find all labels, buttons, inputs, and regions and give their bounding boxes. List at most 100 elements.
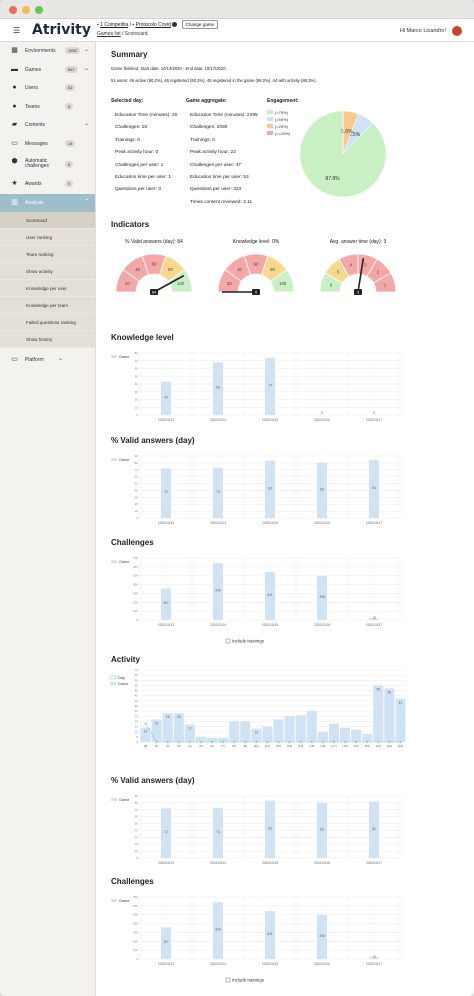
sidebar-subitem-knowledge-per-team[interactable]: Knowledge per team xyxy=(0,297,95,314)
chevron-icon[interactable]: ⌄ xyxy=(84,47,90,53)
sidebar-item-games[interactable]: ▬ Games 567 ⌄ xyxy=(0,61,95,80)
chevron-icon[interactable]: ⌃ xyxy=(84,198,90,205)
pie-label: 6.5% xyxy=(349,132,361,138)
sidebar-subitem-show-activity[interactable]: Show activity xyxy=(0,263,95,280)
app-logo[interactable]: Atrivity xyxy=(32,22,91,38)
y-tick-label: 700 xyxy=(133,895,138,899)
legend-label: (>75%) xyxy=(275,110,289,115)
bar-value-label: 73 xyxy=(216,490,220,494)
breadcrumb-competition-link[interactable]: 1 Competitia xyxy=(100,22,129,28)
sidebar-item-teams[interactable]: ● Teams 0 xyxy=(0,98,95,117)
chart-title: Challenges xyxy=(111,538,154,547)
avatar[interactable] xyxy=(452,26,462,36)
y-tick-label: 200 xyxy=(133,939,138,943)
chart-bar xyxy=(373,685,384,742)
include-trainings-checkbox[interactable] xyxy=(225,977,231,983)
sidebar-item-awards[interactable]: ★ Awards 0 xyxy=(0,175,95,194)
y-tick-label: 40 xyxy=(135,828,139,832)
y-tick-label: 30 xyxy=(135,390,139,394)
count-badge: 14 xyxy=(65,139,76,147)
y-tick-label: 60 xyxy=(135,475,139,479)
minimize-window-button[interactable] xyxy=(22,6,30,14)
sidebar-item-platform[interactable]: ▭ Platform ⌄ xyxy=(0,351,95,370)
sidebar-subitem-user-ranking[interactable]: User ranking xyxy=(0,229,95,246)
sidebar-item-contents[interactable]: ▰ Contents ⌄ xyxy=(0,116,95,135)
activity-chart: ActivityDayGame0510152025303540455055606… xyxy=(109,655,406,748)
breadcrumb-game-link[interactable]: Protocolo Covid xyxy=(135,22,171,28)
sidebar-subitem-show-history[interactable]: Show history xyxy=(0,331,95,348)
day-series-point xyxy=(244,741,247,743)
gauge-band xyxy=(373,272,397,293)
breadcrumb: ▪ 1 Competitia / ▪ Protocolo Covid Chang… xyxy=(97,20,218,29)
x-tick-label: [14] xyxy=(298,744,303,748)
y-tick-label: 90 xyxy=(135,794,139,798)
bar-value-label: 28 xyxy=(166,715,170,719)
bar-value-label: 68 xyxy=(216,386,220,390)
stat-line: Trainings: 0 xyxy=(115,137,140,143)
chart-bar xyxy=(265,800,275,858)
sidebar-subitem-knowledge-per-user[interactable]: Knowledge per user xyxy=(0,280,95,297)
y-tick-label: 70 xyxy=(135,668,139,672)
chart-bar xyxy=(161,588,171,620)
x-tick-label: [17] xyxy=(331,744,336,748)
day-series-point xyxy=(321,741,324,743)
sidebar-item-environments[interactable]: ▦ Environments 1952 ⌄ xyxy=(0,42,95,61)
y-tick-label: 30 xyxy=(135,709,139,713)
sidebar: ▦ Environments 1952 ⌄ ▬ Games 567 ⌄ ● Users 52 ● Tea… xyxy=(0,42,96,996)
summary-dates: Game finished. Start date: 10/13/2020 - … xyxy=(111,66,226,71)
x-tick-label: 2020/10/14 xyxy=(210,418,226,422)
chevron-icon[interactable]: ⌄ xyxy=(84,121,90,127)
gauge-value: 3 xyxy=(357,291,359,295)
y-tick-label: 30 xyxy=(135,835,139,839)
y-tick-label: 700 xyxy=(133,556,138,560)
chart-bar xyxy=(195,736,206,742)
maximize-window-button[interactable] xyxy=(35,6,43,14)
sidebar-item-users[interactable]: ● Users 52 xyxy=(0,79,95,98)
day-series-point xyxy=(144,722,147,725)
change-game-button[interactable]: Change game xyxy=(181,20,218,29)
sidebar-item-label: Contents xyxy=(25,122,46,129)
chevron-down-icon[interactable]: ⌄ xyxy=(58,356,64,362)
bar-value-label: 84 xyxy=(372,486,376,490)
close-window-button[interactable] xyxy=(9,6,17,14)
x-tick-label: 2020/10/14 xyxy=(210,962,226,966)
sidebar-subitem-failed-questions-ranking[interactable]: Failed questions ranking xyxy=(0,314,95,331)
sidebar-subitem-scorecard[interactable]: Scorecard xyxy=(0,212,95,229)
y-tick-label: 50 xyxy=(135,482,139,486)
legend-label: Day xyxy=(118,676,125,680)
stat-line: Challenges: 18 xyxy=(115,125,148,131)
games-list-link[interactable]: Games list xyxy=(97,31,121,37)
sidebar-item-analysis[interactable]: ▥ Analysis ⌃ xyxy=(0,193,95,212)
hamburger-icon[interactable]: ☰ xyxy=(13,26,21,35)
y-tick-label: 35 xyxy=(135,704,139,708)
user-greeting[interactable]: Hi Marco Licandro! xyxy=(399,28,446,34)
pie-label: 87.8% xyxy=(325,176,340,182)
chart-bar xyxy=(162,713,173,742)
sidebar-item-label: Users xyxy=(25,85,39,92)
chart-bar xyxy=(317,575,327,620)
sidebar-item-messages[interactable]: ▭ Messages 14 xyxy=(0,135,95,154)
chart-bar xyxy=(317,802,327,858)
gamepad-icon: ▬ xyxy=(11,65,18,73)
chart-bar xyxy=(161,468,171,518)
sidebar-subitem-team-ranking[interactable]: Team ranking xyxy=(0,246,95,263)
sidebar-item-automatic-challenges[interactable]: ⬢ Automatic challenges 5 xyxy=(0,153,95,175)
bar-value-label: 82 xyxy=(372,827,376,831)
x-tick-label: [4] xyxy=(188,744,192,748)
bar-value-label: 640 xyxy=(215,928,221,932)
y-tick-label: 5 xyxy=(136,735,138,739)
legend-swatch xyxy=(109,675,117,680)
x-tick-label: 2020/10/14 xyxy=(210,521,226,525)
chevron-icon[interactable]: ⌄ xyxy=(84,65,90,72)
include-trainings-checkbox[interactable] xyxy=(225,638,231,644)
legend-swatch xyxy=(110,682,116,685)
team-icon: ● xyxy=(12,102,17,110)
x-tick-label: 2020/10/16 xyxy=(314,962,330,966)
y-tick-label: 10 xyxy=(135,849,139,853)
x-tick-label: 2020/10/15 xyxy=(262,521,278,525)
info-icon[interactable] xyxy=(172,22,178,28)
day-series-point xyxy=(288,741,291,743)
stat-line: Peak activity hour: 0 xyxy=(115,150,159,156)
chart-bar xyxy=(369,801,379,858)
